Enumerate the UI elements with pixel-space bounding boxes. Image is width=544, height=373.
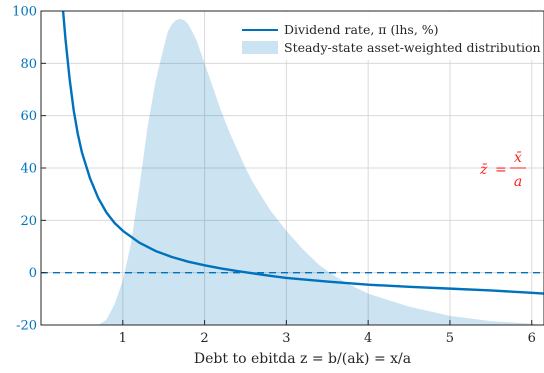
- y-tick-label: 40: [20, 162, 37, 177]
- annotation-denominator: a: [514, 174, 522, 190]
- y-tick-label: 100: [12, 5, 37, 20]
- dividend-rate-line: [61, 11, 544, 295]
- legend-box: [236, 12, 536, 60]
- y-tick-label: 20: [20, 214, 37, 229]
- annotation-lhs: z̄: [479, 162, 488, 178]
- y-tick-label: 60: [20, 109, 37, 124]
- y-tick-label: 80: [20, 57, 37, 72]
- legend-label-dividend: Dividend rate, π (lhs, %): [284, 22, 439, 37]
- x-tick-label: 3: [282, 331, 290, 346]
- x-axis-ticks: 1 2 3 4 5 6: [119, 320, 536, 346]
- annotation-eq: =: [495, 162, 507, 178]
- legend-area-swatch: [242, 41, 278, 54]
- x-tick-label: 1: [119, 331, 127, 346]
- x-tick-label: 4: [364, 331, 372, 346]
- x-tick-label: 2: [200, 331, 208, 346]
- y-axis-ticks: -20 0 20 40 60 80 100: [12, 5, 46, 334]
- x-tick-label: 5: [446, 331, 454, 346]
- legend: Dividend rate, π (lhs, %) Steady-state a…: [236, 12, 544, 60]
- dividend-line: [61, 11, 544, 295]
- distribution-area: [98, 18, 544, 325]
- x-tick-label: 6: [528, 331, 536, 346]
- legend-label-distribution: Steady-state asset-weighted distribution…: [284, 39, 544, 55]
- distribution-area-path: [98, 18, 544, 325]
- annotation: z̄ = x̄ a: [479, 150, 526, 190]
- annotation-numerator: x̄: [514, 150, 522, 166]
- y-tick-label: 0: [29, 266, 37, 281]
- y-tick-label: -20: [16, 319, 37, 334]
- x-axis-label: Debt to ebitda z = b/(ak) = x/a: [194, 351, 411, 367]
